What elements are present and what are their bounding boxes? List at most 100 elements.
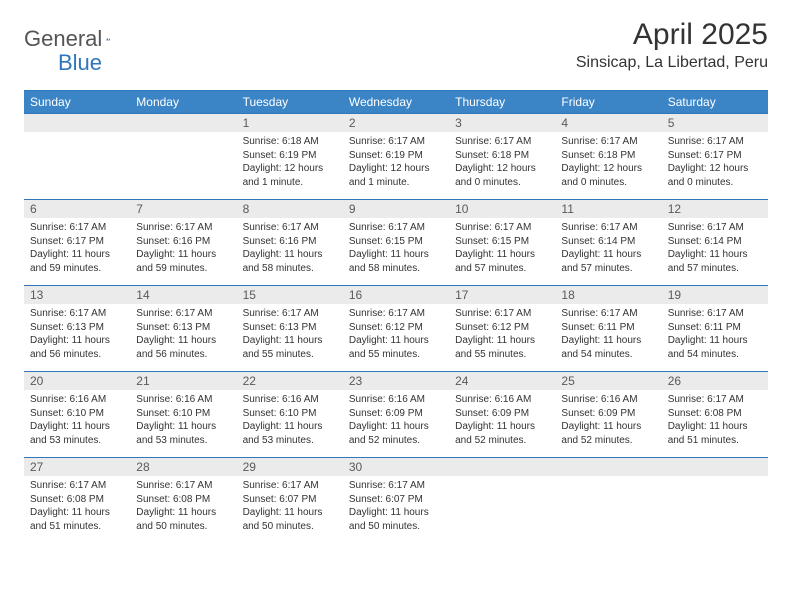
day-number: 25: [555, 372, 661, 391]
sunrise-line: Sunrise: 6:17 AM: [349, 135, 443, 149]
sunrise-line: Sunrise: 6:17 AM: [668, 393, 762, 407]
daylight-line: Daylight: 11 hours and 57 minutes.: [455, 248, 549, 275]
day-number: 21: [130, 372, 236, 391]
day-number: 29: [237, 458, 343, 477]
sunset-line: Sunset: 6:17 PM: [30, 235, 124, 249]
day-cell: Sunrise: 6:17 AMSunset: 6:18 PMDaylight:…: [555, 132, 661, 200]
sunrise-line: Sunrise: 6:17 AM: [668, 307, 762, 321]
sunrise-line: Sunrise: 6:17 AM: [349, 307, 443, 321]
day-cell: Sunrise: 6:16 AMSunset: 6:10 PMDaylight:…: [130, 390, 236, 458]
daylight-line: Daylight: 11 hours and 59 minutes.: [136, 248, 230, 275]
sunset-line: Sunset: 6:16 PM: [136, 235, 230, 249]
weekday-header: Sunday: [24, 91, 130, 114]
day-cell: Sunrise: 6:17 AMSunset: 6:13 PMDaylight:…: [130, 304, 236, 372]
title-block: April 2025 Sinsicap, La Libertad, Peru: [576, 18, 768, 72]
day-cell: Sunrise: 6:17 AMSunset: 6:11 PMDaylight:…: [555, 304, 661, 372]
day-number: 28: [130, 458, 236, 477]
sunset-line: Sunset: 6:10 PM: [136, 407, 230, 421]
day-number: 18: [555, 286, 661, 305]
day-number: 2: [343, 114, 449, 133]
sunrise-line: Sunrise: 6:16 AM: [30, 393, 124, 407]
day-number: [662, 458, 768, 477]
day-number: 14: [130, 286, 236, 305]
sunrise-line: Sunrise: 6:18 AM: [243, 135, 337, 149]
sunrise-line: Sunrise: 6:17 AM: [30, 479, 124, 493]
sunset-line: Sunset: 6:18 PM: [561, 149, 655, 163]
sunset-line: Sunset: 6:08 PM: [30, 493, 124, 507]
weekday-header: Tuesday: [237, 91, 343, 114]
sunset-line: Sunset: 6:13 PM: [30, 321, 124, 335]
day-cell: Sunrise: 6:16 AMSunset: 6:09 PMDaylight:…: [555, 390, 661, 458]
daylight-line: Daylight: 11 hours and 55 minutes.: [455, 334, 549, 361]
day-number: 23: [343, 372, 449, 391]
day-cell: Sunrise: 6:17 AMSunset: 6:12 PMDaylight:…: [449, 304, 555, 372]
sunrise-line: Sunrise: 6:17 AM: [243, 307, 337, 321]
sunrise-line: Sunrise: 6:16 AM: [136, 393, 230, 407]
day-cell: Sunrise: 6:17 AMSunset: 6:13 PMDaylight:…: [24, 304, 130, 372]
day-number: [449, 458, 555, 477]
sunset-line: Sunset: 6:14 PM: [561, 235, 655, 249]
sunrise-line: Sunrise: 6:17 AM: [561, 307, 655, 321]
day-cell: Sunrise: 6:16 AMSunset: 6:09 PMDaylight:…: [449, 390, 555, 458]
weekday-header: Friday: [555, 91, 661, 114]
day-cell: Sunrise: 6:17 AMSunset: 6:12 PMDaylight:…: [343, 304, 449, 372]
daynum-row: 27282930: [24, 458, 768, 477]
sunset-line: Sunset: 6:07 PM: [349, 493, 443, 507]
day-cell: Sunrise: 6:17 AMSunset: 6:13 PMDaylight:…: [237, 304, 343, 372]
day-cell: Sunrise: 6:17 AMSunset: 6:11 PMDaylight:…: [662, 304, 768, 372]
location: Sinsicap, La Libertad, Peru: [576, 54, 768, 72]
sunrise-line: Sunrise: 6:17 AM: [30, 221, 124, 235]
day-cell: Sunrise: 6:17 AMSunset: 6:07 PMDaylight:…: [343, 476, 449, 543]
brand-word2: Blue: [58, 50, 102, 76]
day-cell: Sunrise: 6:16 AMSunset: 6:09 PMDaylight:…: [343, 390, 449, 458]
sunset-line: Sunset: 6:10 PM: [243, 407, 337, 421]
daylight-line: Daylight: 11 hours and 55 minutes.: [243, 334, 337, 361]
day-cell: [555, 476, 661, 543]
sunrise-line: Sunrise: 6:17 AM: [561, 135, 655, 149]
day-cell: Sunrise: 6:17 AMSunset: 6:17 PMDaylight:…: [24, 218, 130, 286]
day-number: 1: [237, 114, 343, 133]
daylight-line: Daylight: 11 hours and 50 minutes.: [349, 506, 443, 533]
daylight-line: Daylight: 11 hours and 57 minutes.: [668, 248, 762, 275]
day-number: 13: [24, 286, 130, 305]
month-title: April 2025: [576, 18, 768, 52]
sunset-line: Sunset: 6:11 PM: [668, 321, 762, 335]
day-number: 15: [237, 286, 343, 305]
day-cell: Sunrise: 6:17 AMSunset: 6:15 PMDaylight:…: [449, 218, 555, 286]
day-cell: Sunrise: 6:17 AMSunset: 6:07 PMDaylight:…: [237, 476, 343, 543]
sunset-line: Sunset: 6:07 PM: [243, 493, 337, 507]
sunrise-line: Sunrise: 6:16 AM: [349, 393, 443, 407]
day-number: 10: [449, 200, 555, 219]
daylight-line: Daylight: 11 hours and 56 minutes.: [136, 334, 230, 361]
daylight-line: Daylight: 11 hours and 52 minutes.: [455, 420, 549, 447]
sunrise-line: Sunrise: 6:16 AM: [455, 393, 549, 407]
sunrise-line: Sunrise: 6:17 AM: [668, 221, 762, 235]
sunset-line: Sunset: 6:09 PM: [561, 407, 655, 421]
daylight-line: Daylight: 11 hours and 53 minutes.: [30, 420, 124, 447]
sunset-line: Sunset: 6:18 PM: [455, 149, 549, 163]
day-cell: Sunrise: 6:17 AMSunset: 6:14 PMDaylight:…: [555, 218, 661, 286]
brand-word1: General: [24, 26, 102, 52]
sunrise-line: Sunrise: 6:17 AM: [136, 479, 230, 493]
day-number: 17: [449, 286, 555, 305]
daybody-row: Sunrise: 6:17 AMSunset: 6:13 PMDaylight:…: [24, 304, 768, 372]
day-number: 7: [130, 200, 236, 219]
sunset-line: Sunset: 6:08 PM: [668, 407, 762, 421]
day-number: 5: [662, 114, 768, 133]
daynum-row: 13141516171819: [24, 286, 768, 305]
daylight-line: Daylight: 11 hours and 54 minutes.: [561, 334, 655, 361]
weekday-header: Wednesday: [343, 91, 449, 114]
weekday-header: Thursday: [449, 91, 555, 114]
sunset-line: Sunset: 6:12 PM: [455, 321, 549, 335]
day-number: 9: [343, 200, 449, 219]
daylight-line: Daylight: 11 hours and 52 minutes.: [561, 420, 655, 447]
day-number: 11: [555, 200, 661, 219]
day-number: 30: [343, 458, 449, 477]
sunset-line: Sunset: 6:15 PM: [349, 235, 443, 249]
sunset-line: Sunset: 6:13 PM: [243, 321, 337, 335]
daylight-line: Daylight: 11 hours and 56 minutes.: [30, 334, 124, 361]
daylight-line: Daylight: 11 hours and 57 minutes.: [561, 248, 655, 275]
sunset-line: Sunset: 6:13 PM: [136, 321, 230, 335]
daylight-line: Daylight: 11 hours and 50 minutes.: [243, 506, 337, 533]
sunset-line: Sunset: 6:10 PM: [30, 407, 124, 421]
